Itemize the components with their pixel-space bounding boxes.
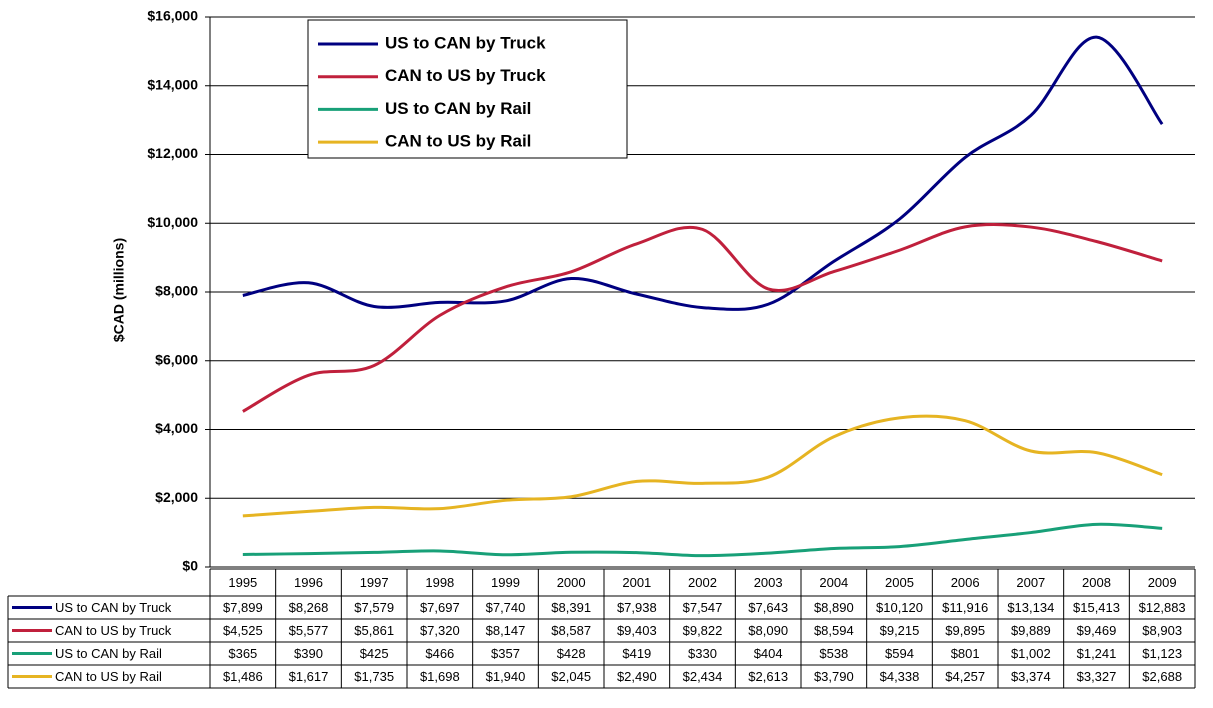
x-tick-label: 2002 bbox=[688, 575, 717, 590]
table-cell: $1,698 bbox=[420, 669, 460, 684]
table-cell: $4,525 bbox=[223, 623, 263, 638]
table-cell: $7,740 bbox=[486, 600, 526, 615]
table-cell: $5,861 bbox=[354, 623, 394, 638]
table-cell: $1,123 bbox=[1142, 646, 1182, 661]
table-cell: $1,486 bbox=[223, 669, 263, 684]
table-cell: $1,002 bbox=[1011, 646, 1051, 661]
x-tick-label: 2000 bbox=[557, 575, 586, 590]
table-cell: $11,916 bbox=[942, 600, 988, 615]
table-cell: $9,889 bbox=[1011, 623, 1051, 638]
table-cell: $428 bbox=[557, 646, 586, 661]
series-line bbox=[242, 414, 1163, 518]
table-cell: $8,147 bbox=[486, 623, 526, 638]
y-tick-label: $10,000 bbox=[147, 214, 198, 230]
table-cell: $9,822 bbox=[683, 623, 723, 638]
table-cell: $7,547 bbox=[683, 600, 723, 615]
table-cell: $538 bbox=[819, 646, 848, 661]
table-cell: $390 bbox=[294, 646, 323, 661]
x-tick-label: 2001 bbox=[622, 575, 651, 590]
table-cell: $425 bbox=[360, 646, 389, 661]
table-cell: $8,587 bbox=[551, 623, 591, 638]
table-cell: $7,320 bbox=[420, 623, 460, 638]
legend-label: US to CAN by Truck bbox=[385, 33, 546, 52]
y-tick-label: $12,000 bbox=[147, 145, 198, 161]
x-tick-label: 1999 bbox=[491, 575, 520, 590]
table-cell: $7,579 bbox=[354, 600, 394, 615]
series-line bbox=[242, 522, 1163, 558]
table-cell: $1,241 bbox=[1077, 646, 1117, 661]
table-cell: $404 bbox=[754, 646, 783, 661]
table-cell: $594 bbox=[885, 646, 914, 661]
table-cell: $5,577 bbox=[289, 623, 329, 638]
table-cell: $9,895 bbox=[945, 623, 985, 638]
table-cell: $8,090 bbox=[748, 623, 788, 638]
x-tick-label: 1998 bbox=[425, 575, 454, 590]
table-cell: $1,735 bbox=[354, 669, 394, 684]
table-cell: $2,490 bbox=[617, 669, 657, 684]
x-tick-label: 2004 bbox=[819, 575, 848, 590]
x-tick-label: 2006 bbox=[951, 575, 980, 590]
x-tick-label: 2003 bbox=[754, 575, 783, 590]
table-cell: $7,697 bbox=[420, 600, 460, 615]
table-cell: $8,903 bbox=[1142, 623, 1182, 638]
table-cell: $10,120 bbox=[876, 600, 923, 615]
table-cell: $9,215 bbox=[880, 623, 920, 638]
y-tick-label: $4,000 bbox=[155, 420, 198, 436]
y-tick-label: $0 bbox=[182, 558, 198, 574]
y-tick-label: $16,000 bbox=[147, 8, 198, 24]
legend-label: US to CAN by Rail bbox=[385, 99, 531, 118]
table-cell: $7,938 bbox=[617, 600, 657, 615]
y-axis-label: $CAD (millions) bbox=[111, 238, 127, 342]
table-cell: $2,688 bbox=[1142, 669, 1182, 684]
series-line bbox=[242, 35, 1164, 311]
table-cell: $2,045 bbox=[551, 669, 591, 684]
x-tick-label: 2008 bbox=[1082, 575, 1111, 590]
table-cell: $8,890 bbox=[814, 600, 854, 615]
x-tick-label: 2007 bbox=[1016, 575, 1045, 590]
table-row-label: US to CAN by Truck bbox=[55, 600, 172, 615]
table-cell: $13,134 bbox=[1007, 600, 1054, 615]
x-tick-label: 2005 bbox=[885, 575, 914, 590]
table-cell: $15,413 bbox=[1073, 600, 1120, 615]
y-tick-label: $8,000 bbox=[155, 283, 198, 299]
legend-label: CAN to US by Truck bbox=[385, 66, 546, 85]
x-tick-label: 1997 bbox=[360, 575, 389, 590]
legend-label: CAN to US by Rail bbox=[385, 132, 531, 151]
table-cell: $2,613 bbox=[748, 669, 788, 684]
x-tick-label: 2009 bbox=[1148, 575, 1177, 590]
table-cell: $1,940 bbox=[486, 669, 526, 684]
table-cell: $466 bbox=[425, 646, 454, 661]
y-tick-label: $6,000 bbox=[155, 351, 198, 367]
table-cell: $4,338 bbox=[880, 669, 920, 684]
table-cell: $1,617 bbox=[289, 669, 329, 684]
table-cell: $12,883 bbox=[1139, 600, 1186, 615]
table-row-label: CAN to US by Rail bbox=[55, 669, 162, 684]
table-cell: $9,403 bbox=[617, 623, 657, 638]
table-cell: $330 bbox=[688, 646, 717, 661]
table-cell: $8,594 bbox=[814, 623, 854, 638]
table-cell: $9,469 bbox=[1077, 623, 1117, 638]
table-cell: $7,643 bbox=[748, 600, 788, 615]
table-cell: $3,374 bbox=[1011, 669, 1051, 684]
series-line bbox=[242, 223, 1163, 413]
x-tick-label: 1996 bbox=[294, 575, 323, 590]
table-row-label: CAN to US by Truck bbox=[55, 623, 172, 638]
table-cell: $419 bbox=[622, 646, 651, 661]
table-cell: $2,434 bbox=[683, 669, 723, 684]
table-cell: $3,790 bbox=[814, 669, 854, 684]
table-cell: $8,391 bbox=[551, 600, 591, 615]
table-cell: $365 bbox=[228, 646, 257, 661]
table-cell: $801 bbox=[951, 646, 980, 661]
table-cell: $8,268 bbox=[289, 600, 329, 615]
table-cell: $7,899 bbox=[223, 600, 263, 615]
table-cell: $357 bbox=[491, 646, 520, 661]
table-cell: $3,327 bbox=[1077, 669, 1117, 684]
x-tick-label: 1995 bbox=[228, 575, 257, 590]
y-tick-label: $2,000 bbox=[155, 489, 198, 505]
table-cell: $4,257 bbox=[945, 669, 985, 684]
table-row-label: US to CAN by Rail bbox=[55, 646, 162, 661]
y-tick-label: $14,000 bbox=[147, 76, 198, 92]
